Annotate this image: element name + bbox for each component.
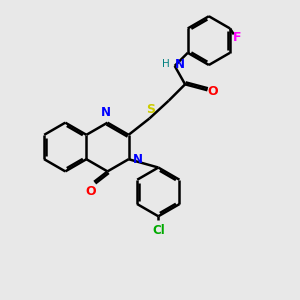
- Text: Cl: Cl: [152, 224, 165, 237]
- Text: H: H: [163, 59, 170, 69]
- Text: O: O: [207, 85, 218, 98]
- Text: S: S: [146, 103, 155, 116]
- Text: N: N: [175, 58, 185, 70]
- Text: N: N: [101, 106, 111, 119]
- Text: F: F: [233, 31, 242, 44]
- Text: O: O: [85, 185, 96, 198]
- Text: N: N: [133, 153, 143, 166]
